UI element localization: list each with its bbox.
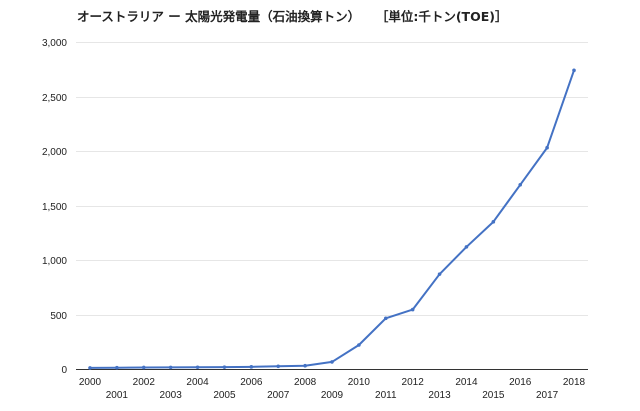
x-tick-label: 2004: [186, 377, 209, 388]
chart-unit-label: ［単位:千トン(TOE)］: [382, 9, 508, 24]
x-tick-label: 2006: [240, 377, 263, 388]
data-point: [464, 245, 469, 249]
x-tick-label: 2002: [133, 377, 156, 388]
data-point: [141, 365, 146, 370]
y-tick-label: 2,000: [42, 147, 67, 158]
series-points: [88, 68, 576, 370]
x-tick-label: 2017: [536, 390, 559, 401]
x-tick-label: 2008: [294, 377, 317, 388]
x-tick-label: 2009: [321, 390, 344, 401]
data-point: [545, 145, 549, 150]
x-tick-label: 2010: [348, 377, 371, 388]
y-tick-label: 500: [50, 311, 67, 322]
data-point: [572, 68, 576, 73]
data-point: [88, 366, 92, 370]
y-tick-label: 1,500: [42, 202, 67, 213]
data-point: [303, 363, 307, 368]
gridlines: [76, 42, 588, 316]
data-point: [222, 365, 227, 369]
chart-title-text: オーストラリア ー 太陽光発電量（石油換算トン）: [77, 9, 361, 24]
data-point: [491, 220, 496, 224]
data-point: [276, 364, 281, 369]
y-axis-tick-labels: 0 500 1,000 1,500 2,000 2,500 3,000: [42, 38, 67, 376]
chart-title: オーストラリア ー 太陽光発電量（石油換算トン） ［単位:千トン(TOE)］: [77, 6, 507, 25]
data-point: [249, 365, 254, 369]
series-line: [89, 69, 575, 369]
data-point: [410, 307, 415, 312]
x-tick-label: 2011: [375, 390, 397, 401]
y-tick-label: 1,000: [42, 256, 67, 267]
x-tick-label: 2014: [455, 377, 478, 388]
x-tick-label: 2012: [402, 377, 425, 388]
x-tick-label: 2003: [160, 390, 183, 401]
series-lines: [89, 69, 575, 369]
x-tick-label: 2000: [79, 377, 102, 388]
x-tick-label: 2005: [213, 390, 236, 401]
x-tick-label: 2016: [509, 377, 532, 388]
data-point: [383, 316, 388, 321]
x-tick-label: 2007: [267, 390, 290, 401]
x-tick-label: 2015: [482, 390, 505, 401]
y-tick-label: 3,000: [42, 38, 67, 49]
data-point: [168, 365, 173, 370]
y-tick-label: 0: [61, 365, 67, 376]
y-tick-label: 2,500: [42, 93, 67, 104]
data-point: [357, 343, 361, 347]
data-point: [330, 360, 334, 364]
x-tick-label: 2013: [428, 390, 451, 401]
data-point: [195, 365, 200, 370]
x-tick-label: 2001: [106, 390, 129, 401]
data-point: [518, 182, 523, 187]
data-point: [437, 272, 442, 276]
data-point: [115, 365, 119, 370]
x-tick-label: 2018: [563, 377, 586, 388]
